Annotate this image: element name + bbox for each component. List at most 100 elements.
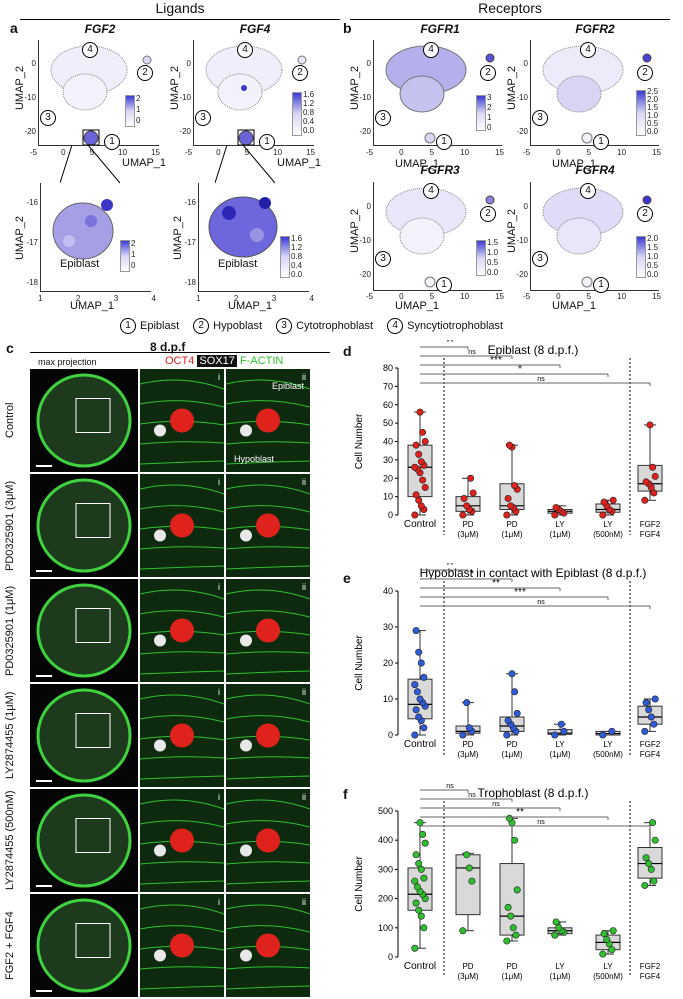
x-ticks-fgfr3: -5 0 5 10 15 — [366, 292, 504, 301]
data-point — [411, 944, 419, 952]
micro-zoom-i: i — [140, 894, 224, 997]
x-label-fgf2: UMAP_1 — [122, 157, 167, 169]
data-point — [465, 864, 473, 872]
data-point — [459, 927, 467, 935]
legend-bar-fgfr3 — [476, 240, 486, 276]
chart-hypoblast: Hypoblast in contact with Epiblast (8 d.… — [354, 563, 663, 759]
data-point — [609, 496, 617, 504]
micro-panel-index: i — [218, 897, 220, 907]
category-label: (1μM) — [549, 750, 570, 759]
data-point — [416, 695, 424, 703]
micro-title: 8 d.p.f — [150, 340, 186, 354]
micro-image — [36, 478, 132, 573]
data-point — [603, 935, 611, 943]
panel-letter-e: e — [343, 570, 351, 586]
data-point — [551, 511, 559, 519]
data-point — [468, 877, 476, 885]
y-tick-label: 50 — [383, 418, 393, 428]
data-point — [508, 670, 516, 678]
micro-panel-index: ii — [302, 477, 306, 487]
category-label: Control — [404, 519, 436, 530]
panel-letter-b: b — [343, 20, 352, 36]
significance-label: ns — [492, 801, 500, 808]
micro-zoom-i: i — [140, 684, 224, 787]
data-point — [417, 865, 425, 873]
x-label-fgfr2: UMAP_1 — [552, 158, 597, 170]
significance-label: ns — [468, 349, 476, 356]
umap-fgfr1-cells — [385, 45, 495, 144]
gene-title-fgfr2: FGFR2 — [575, 22, 615, 36]
category-label: (1μM) — [501, 750, 522, 759]
data-point — [647, 865, 655, 873]
micro-image — [36, 373, 132, 468]
y-tick-label: 30 — [383, 455, 393, 465]
legend-ticks-fgfr4: 2.0 1.5 1.0 0.5 0.0 — [647, 234, 659, 279]
micro-panel-index: ii — [302, 372, 306, 382]
micro-max-projection — [30, 579, 138, 682]
significance-label: * — [470, 569, 474, 580]
x-label-fgf2-zoom: UMAP_1 — [70, 300, 115, 312]
significance-label: ** — [446, 340, 454, 348]
data-point — [415, 450, 423, 458]
data-point — [505, 814, 513, 822]
data-point — [599, 731, 607, 739]
cluster-marker-2: 2 — [137, 65, 153, 81]
y-tick-label: 20 — [383, 658, 393, 668]
data-point — [413, 688, 421, 696]
umap-fgf2-zoom — [40, 183, 151, 292]
fgfr3-cluster-4: 4 — [423, 183, 439, 199]
significance-label: ** — [516, 807, 524, 818]
box — [547, 729, 573, 735]
micro-max-projection — [30, 789, 138, 892]
data-point — [459, 731, 467, 739]
data-point — [552, 504, 560, 512]
category-label: (3μM) — [457, 530, 478, 539]
zoom-connector-fgf4 — [215, 145, 275, 184]
data-point — [412, 706, 420, 714]
x-label-fgf4: UMAP_1 — [277, 157, 322, 169]
category-label: LY — [555, 962, 565, 971]
micro-zoom-i: i — [140, 789, 224, 892]
category-label: (1μM) — [501, 972, 522, 981]
category-label: LY — [555, 740, 565, 749]
cluster-marker-4: 4 — [82, 42, 98, 58]
micro-image — [140, 894, 224, 997]
data-point — [551, 731, 559, 739]
data-point — [412, 491, 420, 499]
y-tick-label: 500 — [378, 806, 393, 816]
data-point — [642, 854, 650, 862]
micro-max-projection — [30, 684, 138, 787]
fgfr2-cluster-4: 4 — [580, 42, 596, 58]
data-point — [421, 438, 429, 446]
cluster-marker-3: 3 — [40, 110, 56, 126]
micro-zoom-ii: ii — [226, 684, 310, 787]
cluster-marker-3-fgf4: 3 — [195, 110, 211, 126]
micro-panel-index: ii — [302, 687, 306, 697]
category-label: PD — [506, 962, 517, 971]
data-point — [511, 836, 519, 844]
x-label-fgfr4: UMAP_1 — [552, 300, 597, 312]
stain-legend: OCT4 SOX17 F-ACTIN — [165, 355, 284, 367]
receptors-rule — [350, 19, 670, 20]
data-point — [599, 950, 607, 958]
legend-bar-fgfr1 — [476, 95, 486, 131]
umap-fgfr2-cells — [542, 45, 652, 144]
micro-image — [140, 684, 224, 787]
fgfr2-cluster-3: 3 — [532, 110, 548, 126]
data-point — [649, 463, 657, 471]
umap-fgfr1 — [373, 40, 502, 146]
gene-title-fgfr3: FGFR3 — [420, 163, 460, 177]
data-point — [504, 903, 512, 911]
micro-panel-index: i — [218, 477, 220, 487]
data-point — [560, 727, 568, 735]
cluster-legend-item: 4 Syncytiotrophoblast — [387, 318, 503, 334]
category-label: PD — [462, 740, 473, 749]
cluster-legend-item: 3 Cytotrophoblast — [276, 318, 373, 334]
chart-title: Epiblast (8 d.p.f.) — [488, 343, 579, 357]
cluster-marker-2-fgf4: 2 — [292, 65, 308, 81]
umap-fgf4-cells — [205, 45, 307, 146]
box — [499, 863, 525, 936]
